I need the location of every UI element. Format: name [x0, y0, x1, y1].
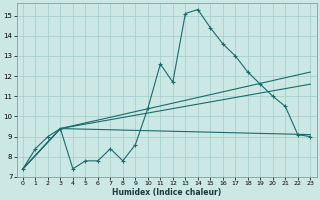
X-axis label: Humidex (Indice chaleur): Humidex (Indice chaleur) — [112, 188, 221, 197]
